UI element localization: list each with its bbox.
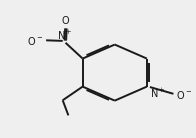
Text: N$^+$: N$^+$ [57, 29, 72, 42]
Text: O: O [61, 16, 69, 26]
Text: N$^+$: N$^+$ [150, 87, 166, 100]
Text: O$^-$: O$^-$ [176, 88, 192, 100]
Text: O$^-$: O$^-$ [27, 35, 43, 47]
